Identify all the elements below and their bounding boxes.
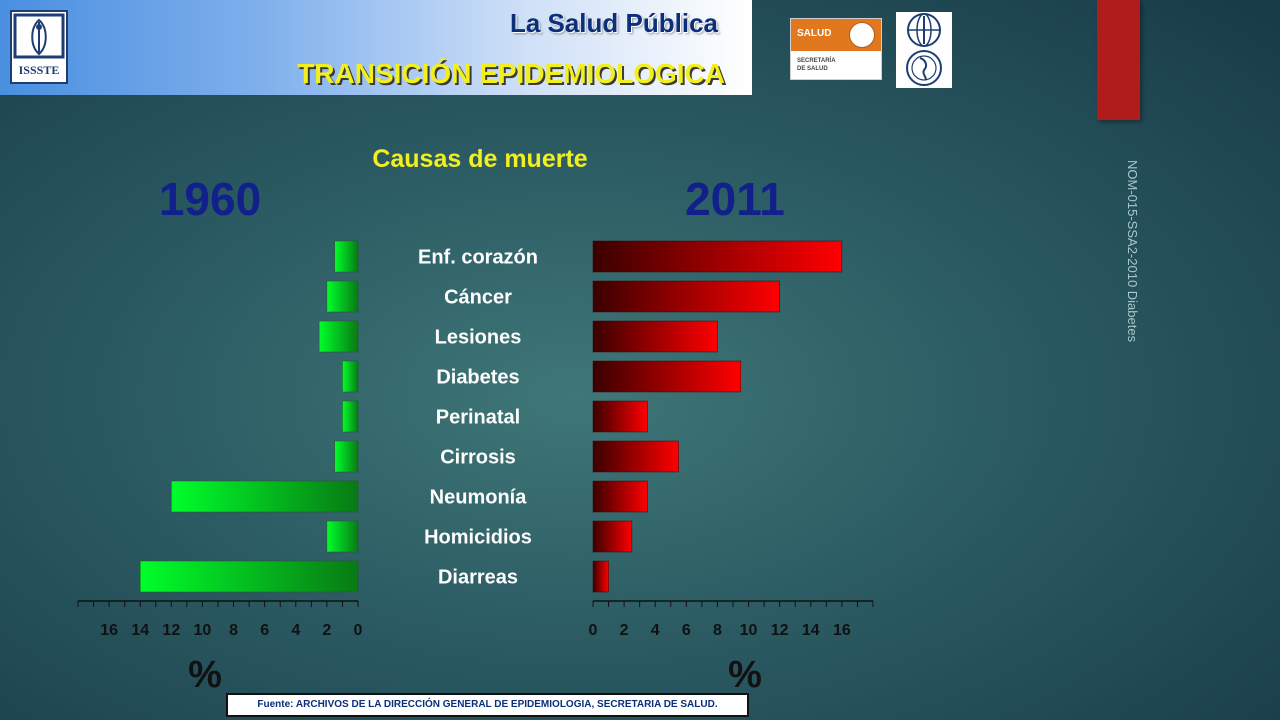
who-paho-logos [896,12,952,88]
category-label-8: Diarreas [438,567,518,589]
category-label-2: Lesiones [435,327,522,349]
bar-1960-5 [334,440,359,473]
tick-label-left-16: 16 [100,622,118,639]
bar-1960-4 [342,400,359,433]
tick-label-right-14: 14 [802,622,820,639]
bar-1960-8 [139,560,359,593]
tick-label-right-8: 8 [713,622,722,639]
category-label-5: Cirrosis [440,447,516,469]
bar-2011-8 [592,560,609,593]
bar-1960-7 [326,520,359,553]
bar-1960-6 [171,480,359,513]
bar-2011-5 [592,440,679,473]
year-1960-label: 1960 [158,173,262,225]
category-label-1: Cáncer [444,287,512,309]
tick-label-left-8: 8 [229,622,238,639]
category-label-7: Homicidios [424,527,532,549]
x-axis-label-left: % [188,654,222,696]
mexico-seal-icon [849,22,875,48]
bar-1960-2 [318,320,359,353]
header-subtitle: TRANSICIÓN EPIDEMIOLOGICA [297,58,725,89]
tick-label-left-14: 14 [131,622,149,639]
tick-label-left-2: 2 [322,622,331,639]
tick-label-left-0: 0 [354,622,363,639]
bar-2011-6 [592,480,648,513]
salud-label: SALUD [797,28,832,39]
year-2011-label: 2011 [685,173,785,225]
tick-label-right-16: 16 [833,622,851,639]
category-label-3: Diabetes [436,367,519,389]
header-title: La Salud Pública [509,8,718,38]
bar-1960-0 [334,240,359,273]
bar-2011-0 [592,240,843,273]
bar-2011-7 [592,520,633,553]
tick-label-right-4: 4 [651,622,660,639]
category-label-4: Perinatal [436,407,520,429]
tick-label-right-2: 2 [620,622,629,639]
x-axis-label-right: % [728,654,762,696]
red-accent-bar [1097,0,1140,120]
svg-text:ISSSTE: ISSSTE [19,63,60,77]
bar-1960-1 [326,280,359,313]
bar-2011-4 [592,400,648,433]
tick-label-left-10: 10 [194,622,212,639]
bar-1960-3 [342,360,359,393]
tick-label-right-10: 10 [740,622,758,639]
bar-2011-3 [592,360,742,393]
issste-logo: ISSSTE [10,10,68,84]
tick-label-right-0: 0 [589,622,598,639]
bar-2011-2 [592,320,718,353]
tick-label-right-6: 6 [682,622,691,639]
salud-logo: SALUD SECRETARÍA DE SALUD [790,18,882,80]
category-label-6: Neumonía [430,487,528,509]
tick-label-left-12: 12 [162,622,180,639]
category-label-0: Enf. corazón [418,247,538,269]
salud-sublabel: SECRETARÍA DE SALUD [797,58,836,72]
bar-2011-1 [592,280,780,313]
chart-title: Causas de muerte [372,145,588,173]
tick-label-right-12: 12 [771,622,789,639]
tick-label-left-4: 4 [291,622,300,639]
header-band: ISSSTE La Salud Pública TRANSICIÓN EPIDE… [0,0,752,95]
tick-label-left-6: 6 [260,622,269,639]
source-note: Fuente: ARCHIVOS DE LA DIRECCIÓN GENERAL… [226,693,749,717]
